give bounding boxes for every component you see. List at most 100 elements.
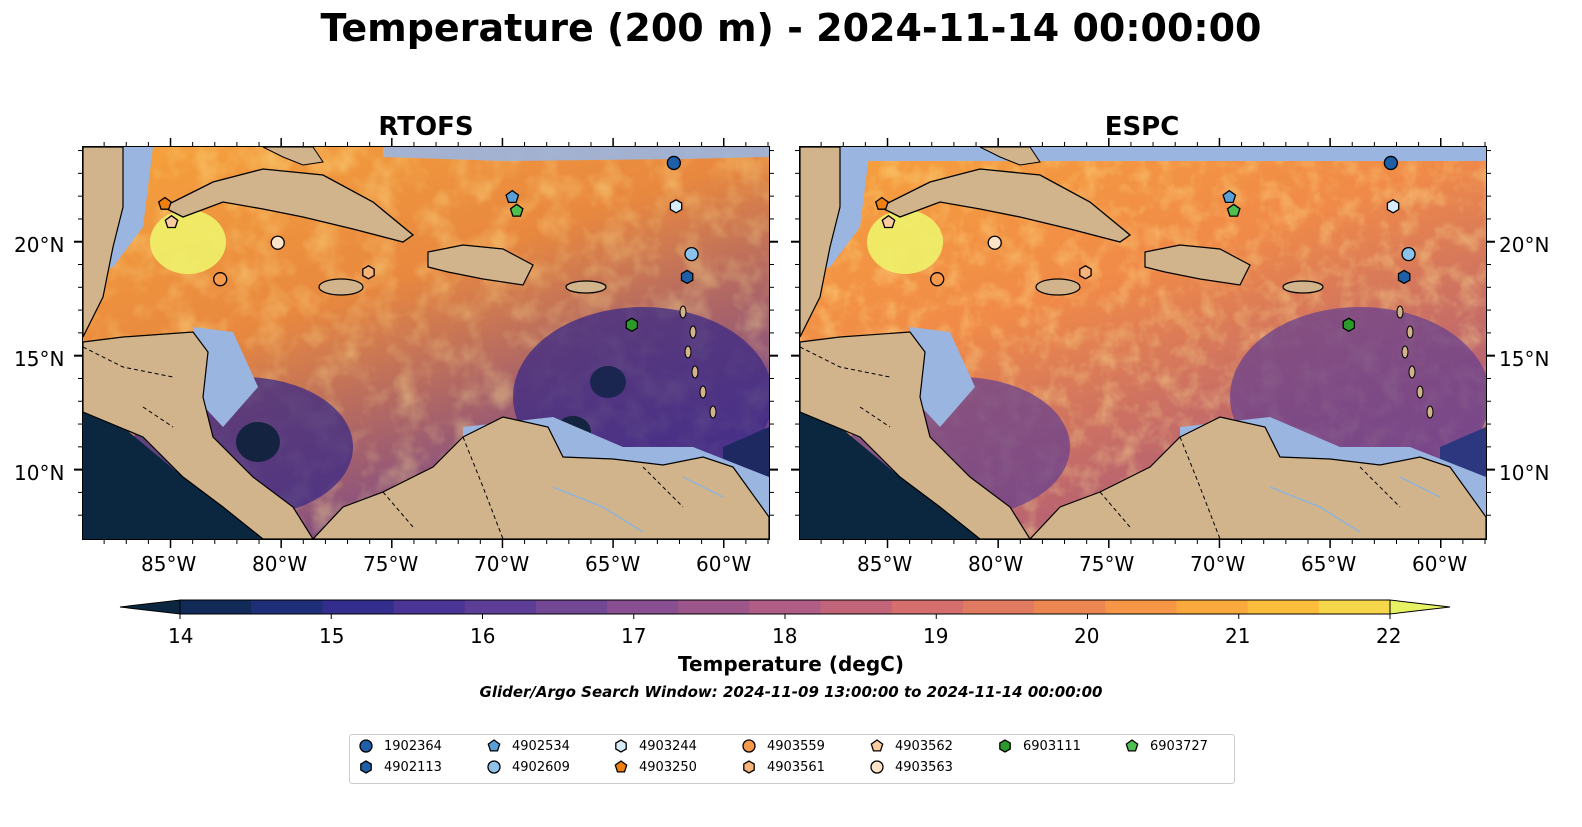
legend-item: 4903250 — [613, 759, 697, 775]
land-island — [684, 345, 692, 359]
legend-marker-shape — [870, 760, 884, 774]
land-cuba — [161, 168, 415, 243]
axis-ticks — [74, 138, 1495, 548]
float-legend: 1902364 4902113 4902534 4902609 4903244 … — [349, 734, 1235, 784]
legend-marker-icon — [870, 760, 884, 774]
colorbar-bin — [1176, 600, 1249, 614]
colorbar-tick-21: 21 — [1225, 624, 1251, 648]
colorbar-tick-19: 19 — [923, 624, 949, 648]
land-hispaniola — [427, 244, 534, 286]
float-marker-4903563 — [270, 235, 285, 250]
legend-marker-shape — [614, 760, 628, 773]
float-marker-1902364 — [1383, 155, 1398, 171]
legend-label: 4903561 — [767, 759, 825, 775]
legend-item: 6903727 — [1124, 738, 1208, 754]
lat-tick-label-20n-right: 20°N — [1499, 233, 1550, 257]
float-marker-4902113 — [680, 269, 694, 285]
float-marker-4902534 — [505, 189, 520, 204]
legend-item: 4902534 — [486, 738, 570, 754]
land-hispaniola — [1144, 244, 1251, 286]
lat-tick-label-15n-right: 15°N — [1499, 347, 1550, 371]
legend-marker-shape — [1125, 739, 1139, 752]
land-island — [1406, 325, 1414, 339]
colorbar-bin — [962, 600, 1035, 614]
lon-tick-label-65w-left: 65°W — [585, 552, 641, 576]
legend-marker-icon — [487, 760, 501, 774]
cold-eddy — [590, 366, 626, 398]
legend-marker-shape — [870, 739, 884, 752]
legend-label: 4903563 — [895, 759, 953, 775]
land-puerto-rico — [1282, 280, 1324, 294]
land-island — [691, 365, 699, 379]
search-window-caption: Glider/Argo Search Window: 2024-11-09 13… — [479, 683, 1103, 701]
float-marker-4903244 — [669, 199, 683, 214]
float-marker-4903244 — [1386, 199, 1400, 214]
colorbar-bin — [820, 600, 893, 614]
lon-tick-label-65w-right: 65°W — [1301, 552, 1357, 576]
colorbar-bin — [322, 600, 395, 614]
colorbar-label: Temperature (degC) — [678, 652, 904, 676]
float-marker-6903727 — [509, 203, 524, 217]
colorbar-tick-15: 15 — [319, 624, 345, 648]
lon-tick-label-60w-left: 60°W — [696, 552, 752, 576]
float-marker-4903250 — [157, 196, 172, 210]
float-marker-6903111 — [625, 317, 639, 333]
lon-tick-label-75w-right: 75°W — [1079, 552, 1135, 576]
legend-marker-shape — [999, 739, 1011, 753]
legend-label: 6903111 — [1023, 738, 1081, 754]
land-jamaica — [1035, 278, 1081, 296]
float-marker-4902534 — [1222, 189, 1237, 204]
colorbar-bin — [1318, 600, 1391, 614]
float-marker-4903250 — [874, 196, 889, 210]
figure-title: Temperature (200 m) - 2024-11-14 00:00:0… — [320, 6, 1262, 50]
colorbar-bin — [749, 600, 822, 614]
legend-marker-shape — [360, 760, 372, 774]
colorbar-extend-min — [119, 599, 181, 615]
lon-tick-label-85w-right: 85°W — [857, 552, 913, 576]
float-marker-4903563 — [987, 235, 1002, 250]
land-island — [679, 305, 687, 319]
legend-marker-icon — [999, 739, 1011, 753]
land-island — [1426, 405, 1434, 419]
legend-label: 6903727 — [1150, 738, 1208, 754]
legend-marker-shape — [615, 739, 627, 753]
rivers — [552, 476, 724, 533]
lat-tick-label-20n-left: 20°N — [14, 233, 65, 257]
legend-marker-shape — [742, 739, 756, 753]
colorbar-tick-17: 17 — [621, 624, 647, 648]
colorbar-bin — [180, 600, 252, 614]
legend-item: 4903563 — [869, 759, 953, 775]
legend-marker-icon — [1125, 739, 1139, 752]
float-marker-4903562 — [164, 214, 179, 229]
land-island — [689, 325, 697, 339]
colorbar-tick-14: 14 — [168, 624, 194, 648]
legend-label: 4903559 — [767, 738, 825, 754]
colorbar-bin — [891, 600, 964, 614]
legend-marker-icon — [615, 739, 627, 753]
legend-item: 4903561 — [741, 759, 825, 775]
land-south-america — [1029, 416, 1486, 539]
panel-title-rtofs: RTOFS — [378, 112, 474, 142]
legend-marker-shape — [743, 760, 755, 774]
legend-marker-icon — [360, 760, 372, 774]
lat-tick-label-10n-right: 10°N — [1499, 461, 1550, 485]
float-marker-4903561 — [362, 265, 375, 280]
land-yucatan — [800, 147, 841, 338]
float-marker-4902609 — [684, 246, 699, 262]
colorbar-tick-20: 20 — [1074, 624, 1100, 648]
land-island — [1396, 305, 1404, 319]
legend-item: 6903111 — [997, 738, 1081, 754]
lon-tick-label-80w-left: 80°W — [252, 552, 308, 576]
legend-item: 4902113 — [358, 759, 442, 775]
land-island — [1408, 365, 1416, 379]
lat-tick-label-10n-left: 10°N — [14, 461, 65, 485]
colorbar-bin — [535, 600, 608, 614]
colorbar-extend-max — [1389, 599, 1451, 615]
colorbar-bin — [678, 600, 750, 614]
cold-eddy — [236, 422, 280, 462]
colorbar-tick-22: 22 — [1376, 624, 1402, 648]
colorbar-bin — [251, 600, 323, 614]
country-borders — [800, 346, 1401, 539]
legend-marker-icon — [487, 739, 501, 752]
legend-marker-shape — [359, 739, 373, 753]
